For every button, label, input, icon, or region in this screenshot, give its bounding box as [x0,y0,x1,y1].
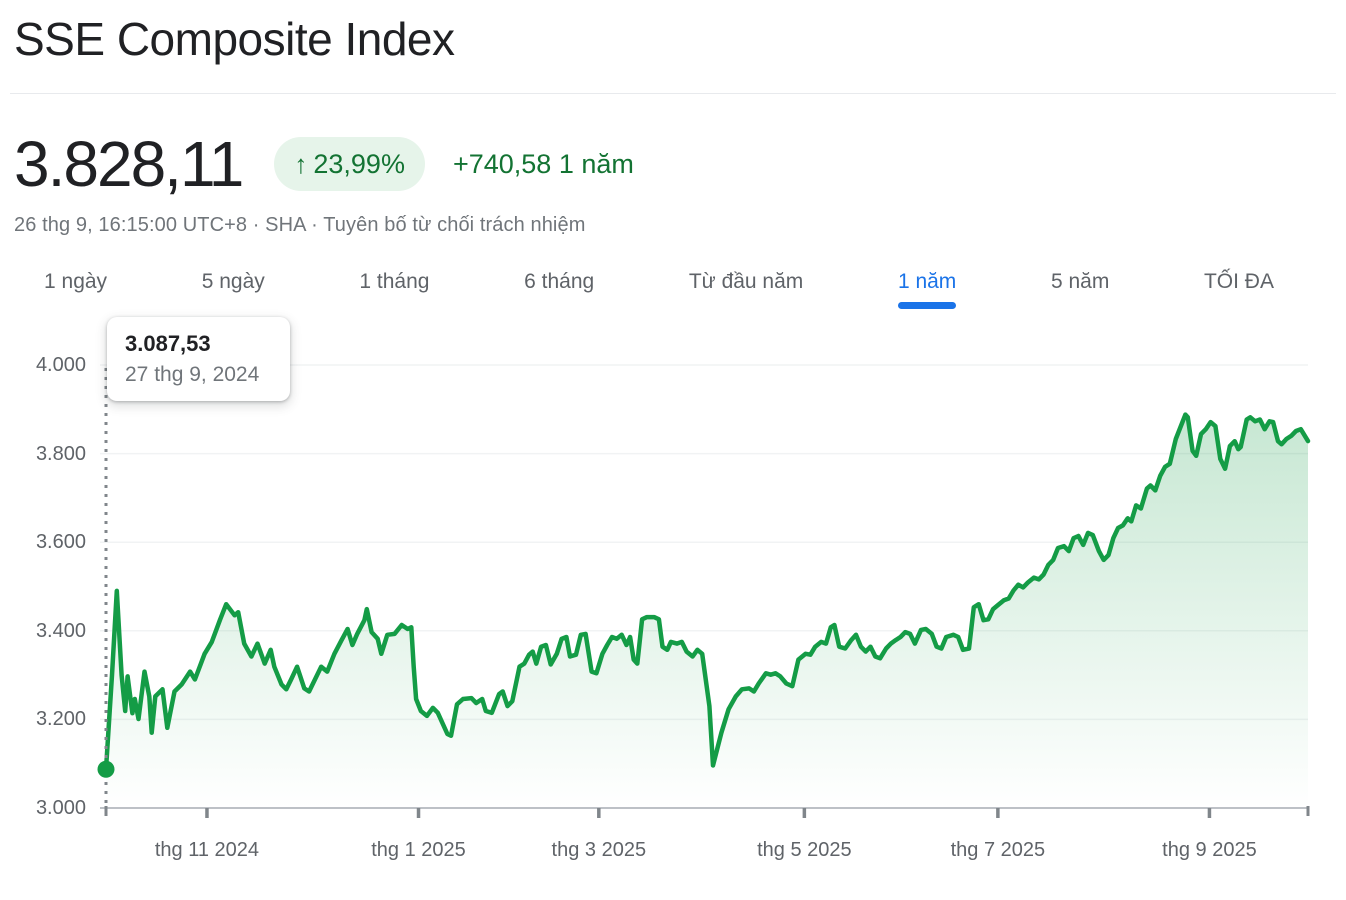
tooltip-value: 3.087,53 [125,331,211,356]
change-period-label: 1 năm [558,148,634,179]
chart-tooltip: 3.087,53 27 thg 9, 2024 [107,317,290,401]
change-percent-badge: ↑ 23,99% [274,137,425,191]
x-axis-label: thg 9 2025 [1162,839,1257,861]
price-chart: 3.000 3.200 3.400 3.600 3.800 4.000 thg 11 20… [0,330,1346,900]
range-tab-1y[interactable]: 1 năm [897,270,957,309]
y-axis-label: 3.000 [35,797,86,819]
quote-meta: 26 thg 9, 16:15:00 UTC+8 · SHA · Tuyên b… [14,214,586,236]
range-tab-1m[interactable]: 1 tháng [359,270,430,293]
divider [10,93,1336,94]
range-tab-6m[interactable]: 6 tháng [524,270,595,293]
page-title: SSE Composite Index [14,13,455,65]
change-absolute-value: +740,58 [452,148,552,179]
y-axis-label: 3.800 [35,442,86,465]
up-arrow-icon: ↑ [294,148,308,179]
x-axis-label: thg 5 2025 [757,839,852,861]
range-tab-1d[interactable]: 1 ngày [44,270,108,293]
x-axis-label: thg 7 2025 [950,839,1046,861]
y-axis-label: 3.400 [35,619,86,642]
price-row: 3.828,11 ↑ 23,99% +740,58 1 năm [14,132,634,196]
change-absolute: +740,58 1 năm [453,149,634,180]
chart-canvas[interactable] [0,330,1346,900]
x-axis-label: thg 3 2025 [551,839,647,861]
range-tab-ytd[interactable]: Từ đầu năm [688,270,804,293]
area-fill [106,414,1308,808]
current-price: 3.828,11 [14,128,244,200]
range-tab-5d[interactable]: 5 ngày [201,270,265,293]
range-tab-5y[interactable]: 5 năm [1050,270,1110,293]
x-axis-label: thg 11 2024 [154,839,260,861]
change-percent-value: 23,99% [313,148,405,179]
range-tabs: 1 ngày 5 ngày 1 tháng 6 tháng Từ đầu năm 1 nă… [44,270,1274,314]
x-axis-label: thg 1 2025 [371,839,466,861]
tooltip-date: 27 thg 9, 2024 [125,363,260,386]
start-point-marker [97,760,115,778]
price-line [103,412,1311,772]
y-axis-label: 3.600 [35,531,86,554]
y-axis-label: 4.000 [35,354,86,376]
range-tab-max[interactable]: TỐI ĐA [1203,270,1274,293]
y-axis-label: 3.200 [35,708,86,731]
